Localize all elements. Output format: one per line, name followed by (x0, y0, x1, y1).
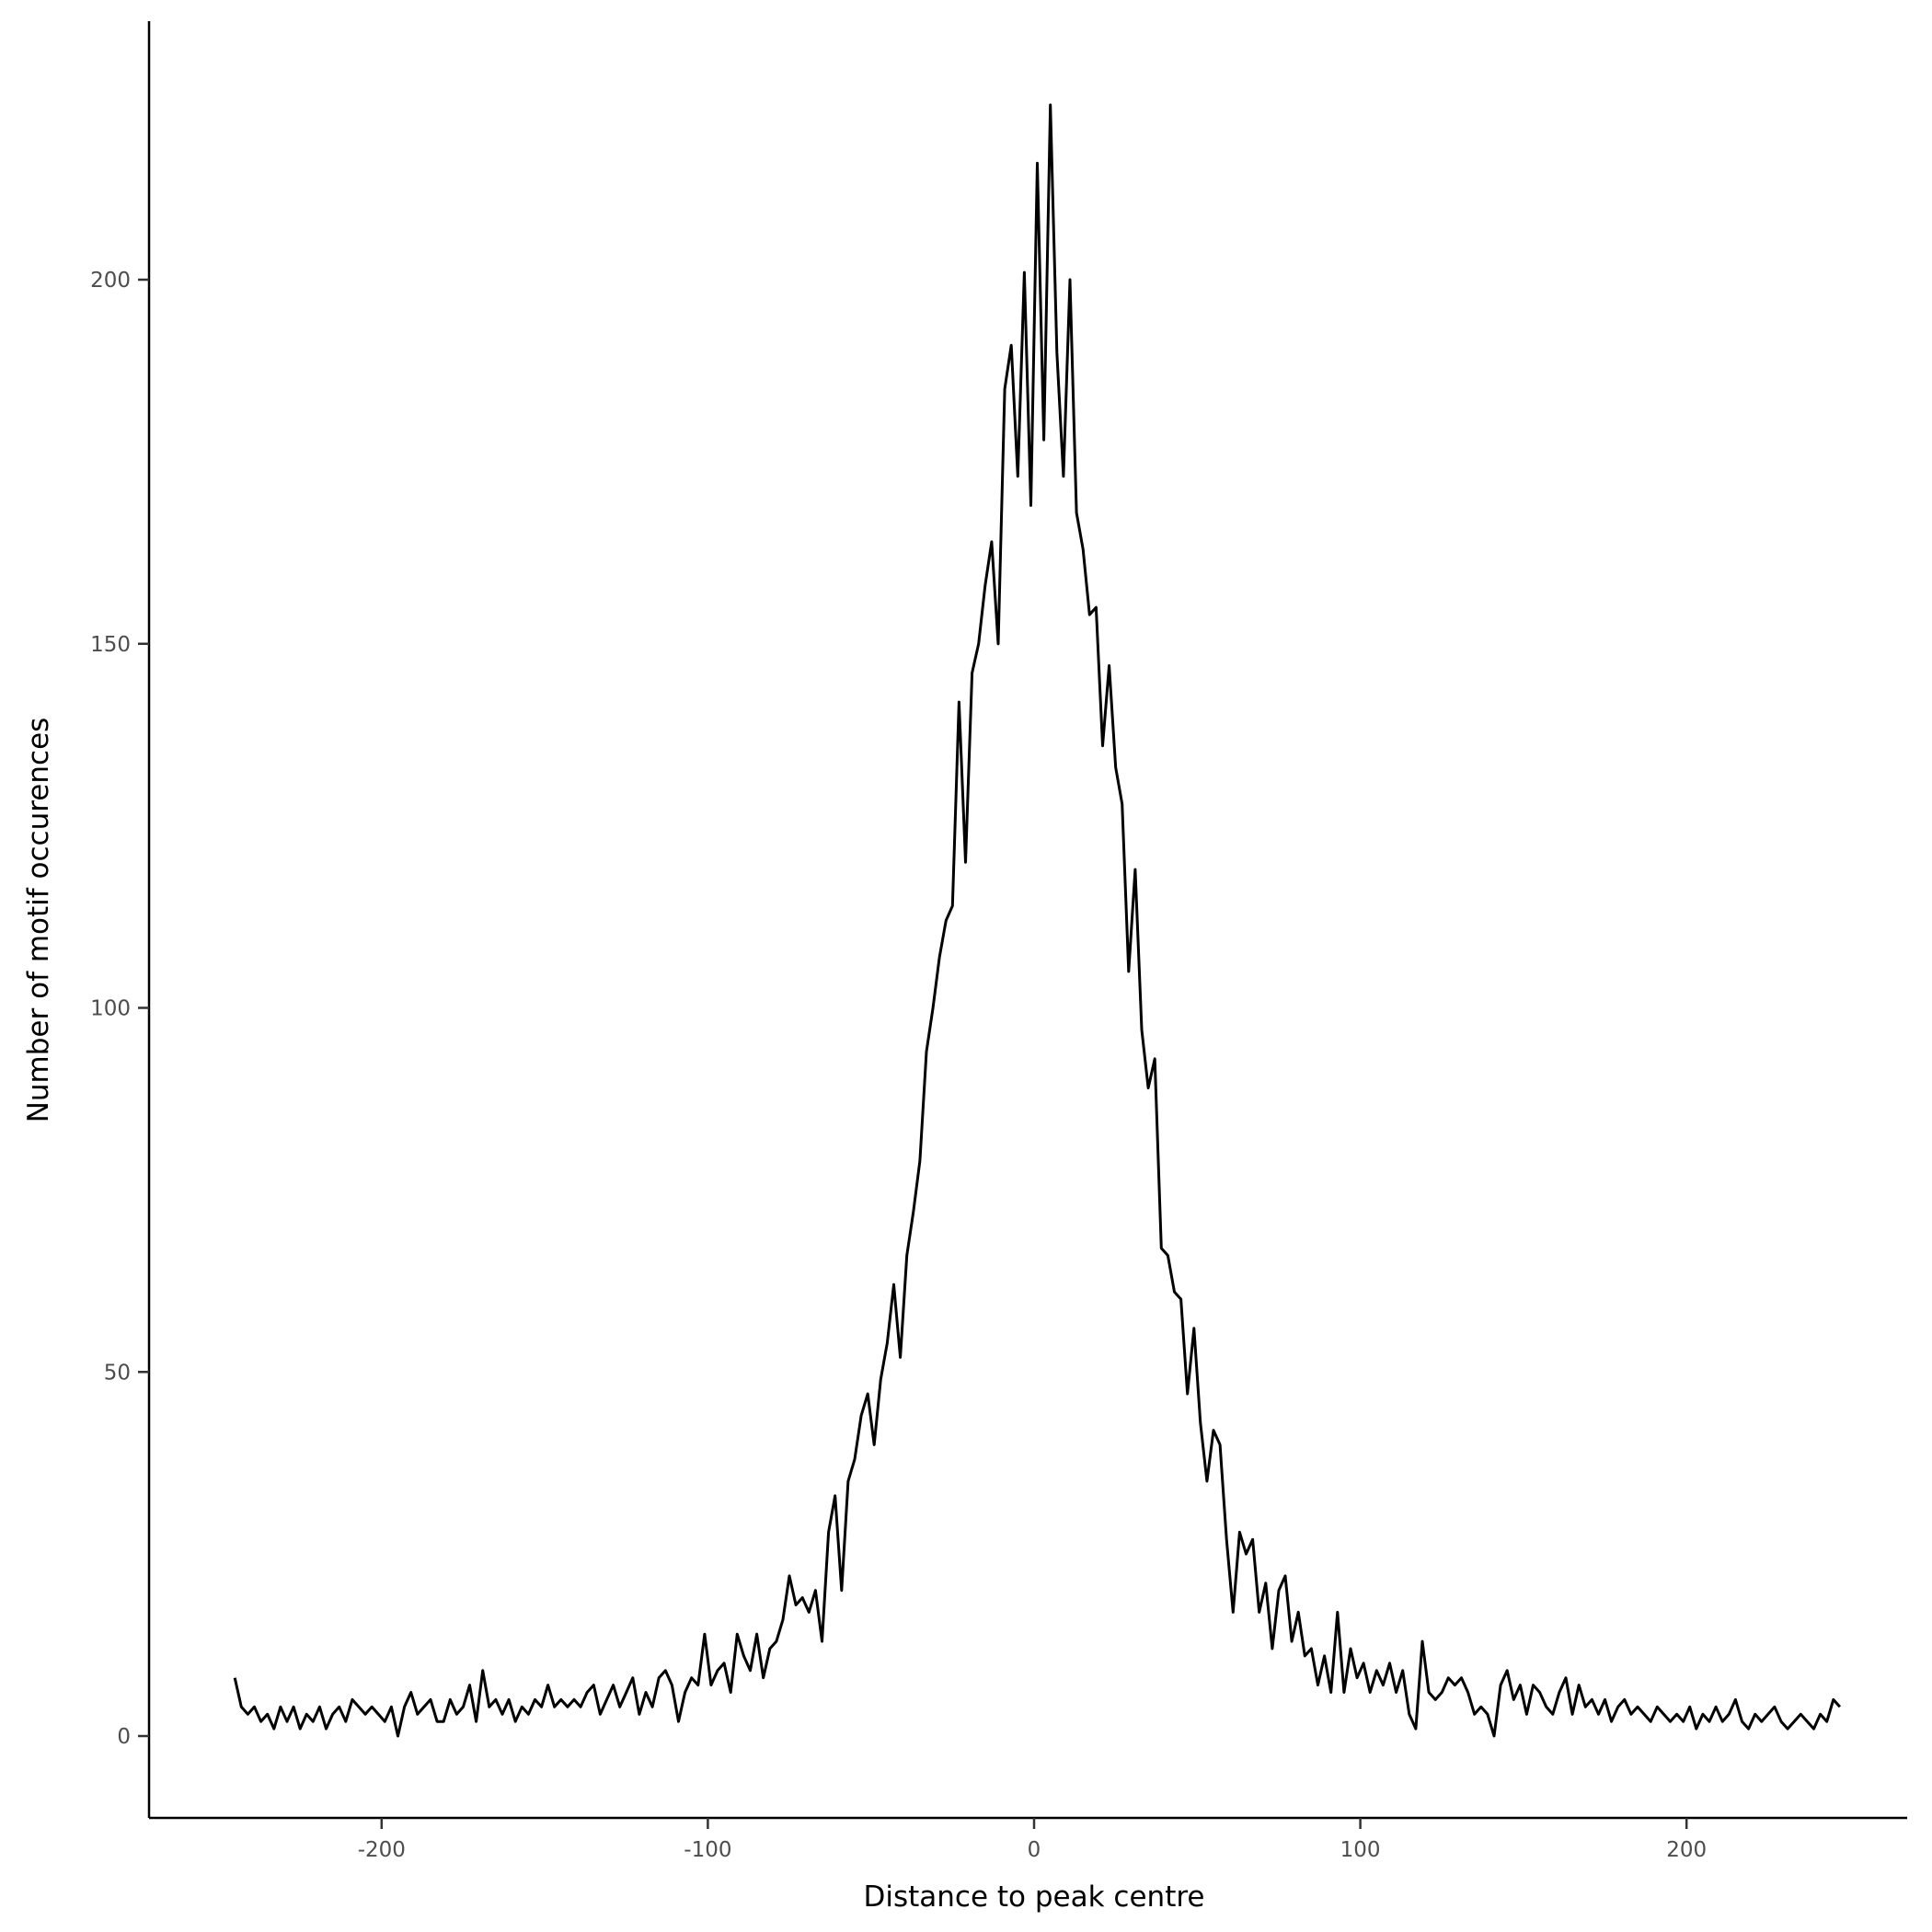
x-tick-label: -200 (358, 1838, 406, 1862)
y-tick-label: 150 (90, 633, 131, 657)
x-tick-label: -100 (684, 1838, 731, 1862)
x-tick-label: 100 (1340, 1838, 1381, 1862)
y-tick-label: 200 (90, 269, 131, 293)
x-tick-label: 200 (1666, 1838, 1707, 1862)
y-axis-ticks: 0 50 100 150 200 (90, 269, 149, 1749)
x-tick-label: 0 (1028, 1838, 1041, 1862)
y-tick-label: 50 (104, 1361, 131, 1385)
y-tick-label: 100 (90, 997, 131, 1021)
plot-panel (149, 21, 1907, 1818)
y-tick-label: 0 (117, 1725, 131, 1749)
series-line (233, 103, 1842, 1738)
y-axis-title: Number of motif occurences (22, 718, 55, 1123)
x-axis-ticks: -200 -100 0 100 200 (358, 1818, 1707, 1862)
x-axis-title: Distance to peak centre (864, 1880, 1205, 1914)
